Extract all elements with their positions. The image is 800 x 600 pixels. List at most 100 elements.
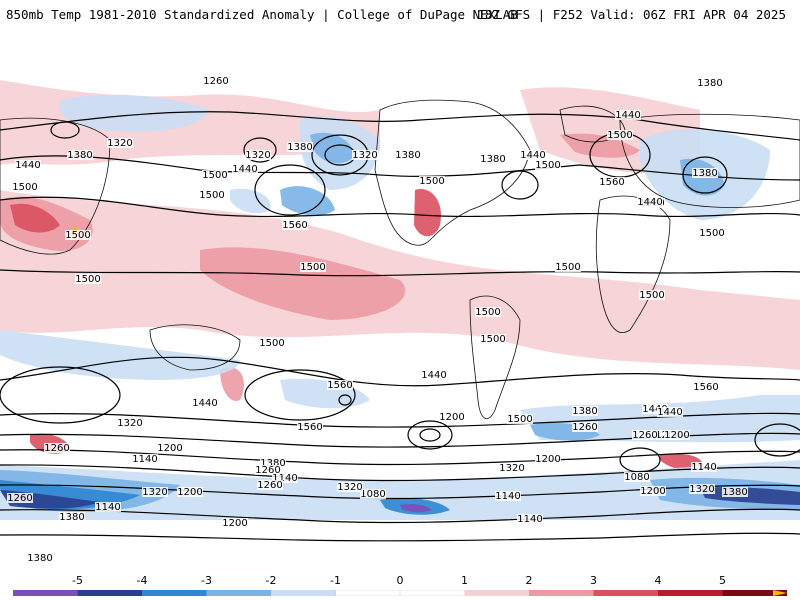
contour-label-bg xyxy=(480,334,506,344)
colorbar-segment xyxy=(77,590,143,596)
contour-label: 1440 xyxy=(15,160,40,171)
contour-label: 1500 xyxy=(475,307,500,318)
contour-label-bg xyxy=(642,404,668,414)
colorbar-segment xyxy=(658,590,723,596)
contour-label: 1200 xyxy=(640,486,665,497)
contour-label: 1440 xyxy=(657,407,682,418)
colorbar-tick-label: -5 xyxy=(72,574,83,587)
contour-low-south-indian-east xyxy=(754,423,800,457)
contour-label: 1500 xyxy=(12,182,37,193)
contour-label-bg xyxy=(480,154,506,164)
contour-label: 1380 xyxy=(287,142,312,153)
colorbar-tick-label: 5 xyxy=(719,574,726,587)
contour-label-bg xyxy=(697,78,723,88)
contour-label-bg xyxy=(192,398,218,408)
contour-label: 1140 xyxy=(95,502,120,513)
cold-anomaly-north-pacific xyxy=(280,186,335,216)
contour-label-bg xyxy=(421,370,447,380)
contour-label: 1320 xyxy=(337,482,362,493)
contour-line xyxy=(0,449,800,466)
contour-label: 1440 xyxy=(615,110,640,121)
contour-label: 1260 xyxy=(7,493,32,504)
contour-label-bg xyxy=(232,164,258,174)
contour-label-bg xyxy=(142,487,168,497)
colorbar-segment xyxy=(399,590,466,596)
contour-label: 1560 xyxy=(599,177,624,188)
contour-label: 1080 xyxy=(360,489,385,500)
contour-label: 1200 xyxy=(177,487,202,498)
contour-label-bg xyxy=(535,454,561,464)
contour-label-bg xyxy=(95,502,121,512)
contour-label-bg xyxy=(177,487,203,497)
contour-label-bg xyxy=(59,512,85,522)
colorbar-tick-label: -2 xyxy=(265,574,277,587)
contour-label-bg xyxy=(360,489,386,499)
colorbar-max-arrow xyxy=(773,590,787,596)
colorbar-tick-label: -3 xyxy=(201,574,212,587)
contour-label: 1380 xyxy=(692,168,717,179)
contour-label: 1500 xyxy=(300,262,325,273)
contour-label: 1260 xyxy=(203,76,228,87)
contour-label: 1500 xyxy=(480,334,505,345)
contour-label-bg xyxy=(132,454,158,464)
contour-label: 1320 xyxy=(352,150,377,161)
colorbar-tick-label: 0 xyxy=(396,574,404,587)
contour-label: 1500 xyxy=(607,130,632,141)
contour-label-bg xyxy=(287,142,313,152)
contour-label-bg xyxy=(327,380,353,390)
contour-line xyxy=(0,196,800,218)
contour-label-bg xyxy=(535,160,561,170)
contour-label: 1440 xyxy=(232,164,257,175)
colorbar-segment xyxy=(335,590,401,596)
colorbar-tick-label: 1 xyxy=(461,574,468,587)
contour-label-bg xyxy=(572,406,598,416)
contour-small-low xyxy=(338,394,352,406)
contour-low-east-canada xyxy=(501,170,539,200)
contour-label: 1500 xyxy=(202,170,227,181)
contour-label-bg xyxy=(555,262,581,272)
contour-label: 1320 xyxy=(499,463,524,474)
warm-anomaly-south-pacific xyxy=(200,247,406,320)
contour-label: 1140 xyxy=(272,473,297,484)
contour-label: 1260 xyxy=(632,430,657,441)
contour-label-bg xyxy=(395,150,421,160)
contour-label: 1500 xyxy=(199,190,224,201)
contour-label: 1380 xyxy=(572,406,597,417)
contour-line xyxy=(0,432,800,448)
contour-low-south-pacific-inner xyxy=(419,428,441,442)
contour-label-bg xyxy=(7,493,33,503)
contour-label-bg xyxy=(495,491,521,501)
contour-line xyxy=(0,269,800,277)
contour-label-bg xyxy=(507,414,533,424)
contour-label-bg xyxy=(245,150,271,160)
contour-label-bg xyxy=(107,138,133,148)
contour-label: 1200 xyxy=(439,412,464,423)
anomaly-map: 1260 1380 1320 1320 1380 1320 1500 1440 1440 1500… xyxy=(0,40,800,562)
contour-label-bg xyxy=(664,430,690,440)
contour-label: 1500 xyxy=(699,228,724,239)
contour-label-bg xyxy=(65,230,91,240)
contour-line xyxy=(0,155,800,181)
eurasia-coast-west xyxy=(0,117,111,255)
colorbar: -5 -4 -3 -2 -1 0 1 2 3 4 5 xyxy=(0,566,800,600)
contour-label-bg xyxy=(691,462,717,472)
contour-label-bg xyxy=(117,418,143,428)
contour-label: 1440 xyxy=(192,398,217,409)
contour-label-bg xyxy=(282,220,308,230)
contour-line xyxy=(0,532,800,542)
contour-label: 1500 xyxy=(639,290,664,301)
contour-label: 1260 xyxy=(572,422,597,433)
contour-label-bg xyxy=(300,262,326,272)
contour-label: 1380 xyxy=(697,78,722,89)
colorbar-segment xyxy=(464,590,530,596)
colorbar-segment xyxy=(593,590,659,596)
contour-label-bg xyxy=(44,443,70,453)
title-bar: 850mb Temp 1981-2010 Standardized Anomal… xyxy=(0,0,800,32)
contour-label: 1140 xyxy=(517,514,542,525)
contour-label-bg xyxy=(520,150,546,160)
contour-label-bg xyxy=(615,110,641,120)
cold-anomaly-siberia xyxy=(59,94,211,132)
contour-label: 1500 xyxy=(507,414,532,425)
contour-label-bg xyxy=(257,480,283,490)
contour-label-bg xyxy=(272,473,298,483)
